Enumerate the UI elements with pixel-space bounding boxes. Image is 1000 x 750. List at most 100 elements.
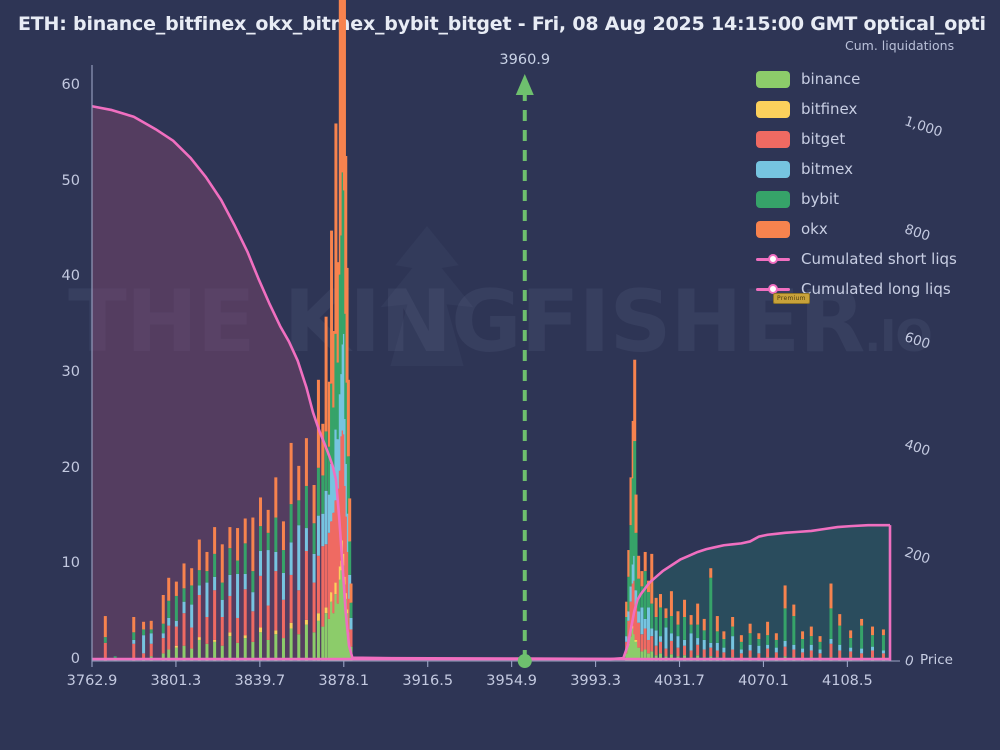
liquidation-bar-segment [236,528,240,561]
liquidation-bar-segment [182,645,186,661]
liquidation-bar-segment [625,601,629,617]
legend-item[interactable]: bitfinex [756,94,957,124]
liquidation-bar-segment [792,616,796,645]
liquidation-bar-segment [860,625,864,649]
liquidation-bar-segment [696,624,700,639]
liquidation-bar-segment [792,644,796,650]
liquidation-bar-segment [676,647,680,657]
liquidation-bar-segment [251,611,255,642]
liquidation-bar-segment [640,586,644,608]
legend-item[interactable]: bitmex [756,154,957,184]
liquidation-bar-segment [281,573,285,600]
liquidation-bar-segment [142,621,146,630]
liquidation-bar-segment [715,631,719,643]
liquidation-bar-segment [659,641,662,654]
liquidation-bar-segment [243,638,247,661]
liquidation-bar-segment [142,629,146,636]
liquidation-bar-segment [627,576,631,612]
liquidation-bar-segment [650,553,654,604]
x-axis-tick-label: 3762.9 [66,673,118,689]
legend: binance bitfinex bitget bitmex bybit okx Cumul… [756,64,957,304]
legend-item[interactable]: okx [756,214,957,244]
liquidation-bar-segment [631,628,635,661]
legend-item[interactable]: bybit [756,184,957,214]
liquidation-bar-segment [757,639,761,646]
liquidation-bar-segment [634,532,638,591]
liquidation-bar-segment [731,649,735,658]
liquidation-bar-segment [289,542,293,575]
liquidation-bar-segment [637,622,641,648]
liquidation-bar-segment [132,632,136,640]
liquidation-bar-segment [801,652,805,659]
liquidation-bar-segment [330,601,334,661]
liquidation-bar-segment [228,548,232,575]
liquidation-bar-segment [818,641,822,650]
liquidation-bar-segment [190,627,194,649]
liquidation-bar-segment [321,546,325,627]
liquidation-bar-segment [637,578,641,612]
liquidation-bar-segment [304,485,308,529]
legend-item[interactable]: Cumulated short liqs [756,244,957,274]
liquidation-bar-segment [324,490,328,545]
liquidation-bar-segment [829,583,833,609]
liquidation-bar-segment [316,515,320,556]
liquidation-bar-segment [631,625,635,629]
liquidation-bar-segment [654,597,658,617]
liquidation-bar-segment [739,649,743,654]
liquidation-bar-segment [312,632,316,661]
liquidation-bar-segment [696,638,700,645]
liquidation-bar-segment [220,645,224,661]
liquidation-bar-segment [722,631,726,639]
liquidation-bar-segment [220,582,224,600]
liquidation-bar-segment [631,478,635,565]
liquidation-bar-segment [330,463,334,522]
liquidation-bar-segment [243,573,247,590]
liquidation-bar-segment [266,509,270,533]
liquidation-bar-segment [324,431,328,491]
liquidation-bar-segment [289,504,293,543]
liquidation-bar-segment [757,653,761,659]
liquidation-bar-segment [103,616,107,638]
liquidation-bar-segment [103,637,107,643]
legend-item-label: Cumulated long liqs [801,280,951,298]
liquidation-bar-segment [809,636,813,645]
liquidation-bar-segment [228,574,232,596]
liquidation-bar-segment [274,571,278,631]
liquidation-bar-segment [327,446,331,495]
liquidation-bar-segment [338,566,342,580]
liquidation-bar-segment [321,475,325,514]
liquidation-bar-segment [849,630,853,639]
liquidation-bar-segment [838,625,842,645]
liquidation-bar-segment [669,616,673,634]
liquidation-bar-segment [766,635,770,645]
liquidation-bar-segment [627,645,631,661]
liquidation-bar-segment [739,653,743,659]
liquidation-bar-segment [316,467,320,516]
liquidation-bar-segment [334,582,338,595]
legend-item[interactable]: binance [756,64,957,94]
liquidation-bar-segment [683,645,687,656]
liquidation-bar-segment [860,648,864,654]
liquidation-bar-segment [330,592,334,602]
liquidation-bar-segment [274,477,278,518]
liquidation-bar-segment [297,634,301,661]
liquidation-bar-segment [633,359,637,442]
liquidation-bar-segment [321,626,325,661]
liquidation-bar-segment [103,642,107,661]
premium-badge[interactable]: Premium [773,293,810,304]
liquidation-bar-segment [683,617,687,640]
legend-color-swatch [756,100,790,118]
legend-item[interactable]: bitget [756,124,957,154]
liquidation-bar-segment [757,645,761,654]
liquidation-bar-segment [650,628,654,637]
liquidation-bar-segment [259,575,263,628]
liquidation-bar-segment [349,629,353,647]
liquidation-bar-segment [213,553,217,577]
liquidation-bar-segment [251,641,255,661]
liquidation-bar-segment [161,595,165,624]
liquidation-bar-segment [871,650,875,658]
liquidation-bar-segment [881,653,885,659]
liquidation-bar-segment [161,653,165,661]
liquidation-bar-segment [640,651,644,661]
liquidation-bar-segment [654,645,658,656]
